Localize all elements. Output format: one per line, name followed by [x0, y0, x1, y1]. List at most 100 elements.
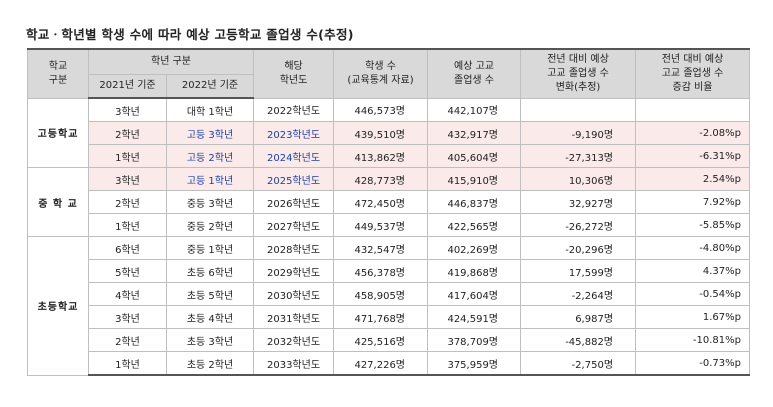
- rate-cell: -4.80%p: [635, 236, 751, 260]
- table-row: 4학년 초등 5학년 2030학년도 458,905명 417,604명 -2,264명 -…: [28, 282, 751, 306]
- grads-cell: 378,709명: [427, 328, 522, 352]
- table-row: 1학년 고등 2학년 2024학년도 413,862명 405,604명 -27,313명…: [28, 144, 751, 168]
- header-rate: 전년 대비 예상 고교 졸업생 수 증감 비율: [635, 48, 751, 99]
- school-year-cell: 2031학년도: [253, 305, 335, 329]
- school-year-cell: 2026학년도: [253, 190, 335, 214]
- rate-cell: -6.31%p: [635, 144, 751, 168]
- change-cell: -20,296명: [520, 236, 637, 260]
- grade-2022-cell: 초등 2학년: [165, 351, 255, 376]
- grade-2021-cell: 1학년: [88, 351, 167, 376]
- grads-cell: 402,269명: [427, 236, 522, 260]
- school-year-cell: 2032학년도: [253, 328, 335, 352]
- table-row: 5학년 초등 6학년 2029학년도 456,378명 419,868명 17,599명 4…: [28, 259, 751, 283]
- table-row: 초등학교 6학년 중등 1학년 2028학년도 432,547명 402,269명 -20,…: [27, 236, 751, 376]
- grade-2021-cell: 2학년: [88, 328, 167, 352]
- table-header: 학교 구분 학년 구분 해당 학년도 학생 수 (교육통계 자료) 예상 고교 졸업생 …: [27, 48, 751, 99]
- table-row: 3학년 초등 4학년 2031학년도 471,768명 424,591명 6,987명 1.…: [28, 305, 751, 329]
- change-cell: -2,264명: [520, 282, 637, 306]
- students-cell: 472,450명: [333, 190, 429, 214]
- header-change: 전년 대비 예상 고교 졸업생 수 변화(추정): [520, 48, 637, 99]
- change-cell: 10,306명: [520, 167, 637, 191]
- rate-cell: 1.67%p: [635, 305, 751, 329]
- grads-cell: 446,837명: [427, 190, 522, 214]
- header-grade-group: 학년 구분: [87, 48, 255, 75]
- students-cell: 471,768명: [333, 305, 429, 329]
- grade-2022-cell: 고등 1학년: [165, 167, 255, 191]
- page-title: 학교ㆍ학년별 학생 수에 따라 예상 고등학교 졸업생 수(추정): [26, 27, 354, 42]
- table-row: 1학년 초등 2학년 2033학년도 427,226명 375,959명 -2,750명 -…: [28, 351, 751, 376]
- rate-cell: -10.81%p: [635, 328, 751, 352]
- rate-cell: -5.85%p: [635, 213, 751, 237]
- school-year-cell: 2030학년도: [253, 282, 335, 306]
- students-cell: 449,537명: [333, 213, 429, 237]
- rate-cell: -0.73%p: [635, 351, 751, 376]
- school-year-cell: 2024학년도: [253, 144, 335, 168]
- graduates-table: 학교 구분 학년 구분 해당 학년도 학생 수 (교육통계 자료) 예상 고교 졸업생 …: [27, 48, 751, 376]
- school-year-cell: 2028학년도: [253, 236, 335, 260]
- grade-2022-cell: 초등 6학년: [165, 259, 255, 283]
- students-cell: 428,773명: [333, 167, 429, 191]
- change-cell: -2,750명: [520, 351, 637, 376]
- grade-2022-cell: 중등 3학년: [165, 190, 255, 214]
- grads-cell: 432,917명: [427, 121, 522, 145]
- change-cell: 32,927명: [520, 190, 637, 214]
- table-row: 2학년 초등 3학년 2032학년도 425,516명 378,709명 -45,882명…: [28, 328, 751, 352]
- table-row: 2학년 중등 3학년 2026학년도 472,450명 446,837명 32,927명 7…: [28, 190, 751, 214]
- school-year-cell: 2022학년도: [253, 97, 335, 122]
- grads-cell: 422,565명: [427, 213, 522, 237]
- grade-2022-cell: 초등 4학년: [165, 305, 255, 329]
- school-year-cell: 2023학년도: [253, 121, 335, 145]
- students-cell: 446,573명: [333, 97, 429, 122]
- students-cell: 427,226명: [333, 351, 429, 376]
- rate-cell: 7.92%p: [635, 190, 751, 214]
- grads-cell: 442,107명: [427, 97, 522, 122]
- students-cell: 458,905명: [333, 282, 429, 306]
- grade-2021-cell: 2학년: [88, 121, 167, 145]
- students-cell: 439,510명: [333, 121, 429, 145]
- grade-2022-cell: 중등 1학년: [165, 236, 255, 260]
- grade-2022-cell: 고등 2학년: [165, 144, 255, 168]
- grads-cell: 415,910명: [427, 167, 522, 191]
- rate-cell: [635, 97, 751, 122]
- header-year: 해당 학년도: [253, 48, 335, 99]
- rate-cell: 2.54%p: [635, 167, 751, 191]
- students-cell: 425,516명: [333, 328, 429, 352]
- table-body: 고등학교 3학년 대학 1학년 2022학년도 446,573명 442,107명 2학년 고…: [27, 97, 751, 376]
- students-cell: 413,862명: [333, 144, 429, 168]
- grade-2021-cell: 3학년: [88, 97, 167, 122]
- grade-2022-cell: 중등 2학년: [165, 213, 255, 237]
- grade-2022-cell: 대학 1학년: [165, 97, 255, 122]
- grade-2022-cell: 초등 5학년: [165, 282, 255, 306]
- change-cell: 6,987명: [520, 305, 637, 329]
- change-cell: 17,599명: [520, 259, 637, 283]
- change-cell: -27,313명: [520, 144, 637, 168]
- grade-2021-cell: 1학년: [88, 213, 167, 237]
- grade-2021-cell: 3학년: [88, 305, 167, 329]
- header-grade-2021: 2021년 기준: [88, 74, 167, 99]
- rate-cell: 4.37%p: [635, 259, 751, 283]
- grade-2021-cell: 6학년: [88, 236, 167, 260]
- change-cell: -26,272명: [520, 213, 637, 237]
- grade-2022-cell: 초등 3학년: [165, 328, 255, 352]
- grade-2021-cell: 1학년: [88, 144, 167, 168]
- table-row: 2학년 고등 3학년 2023학년도 439,510명 432,917명 -9,190명 -…: [28, 121, 751, 145]
- school-year-cell: 2025학년도: [253, 167, 335, 191]
- grade-2022-cell: 고등 3학년: [165, 121, 255, 145]
- school-year-cell: 2029학년도: [253, 259, 335, 283]
- students-cell: 456,378명: [333, 259, 429, 283]
- change-cell: [520, 97, 637, 122]
- table-row: 고등학교 3학년 대학 1학년 2022학년도 446,573명 442,107명: [27, 97, 751, 168]
- grads-cell: 375,959명: [427, 351, 522, 376]
- header-students: 학생 수 (교육통계 자료): [333, 48, 429, 99]
- grade-2021-cell: 4학년: [88, 282, 167, 306]
- grads-cell: 424,591명: [427, 305, 522, 329]
- school-type-cell: 초등학교: [27, 236, 89, 376]
- change-cell: -45,882명: [520, 328, 637, 352]
- grade-2021-cell: 2학년: [88, 190, 167, 214]
- table-row: 중 학 교 3학년 고등 1학년 2025학년도 428,773명 415,910명 10,…: [27, 167, 751, 237]
- students-cell: 432,547명: [333, 236, 429, 260]
- grade-2021-cell: 3학년: [88, 167, 167, 191]
- rate-cell: -2.08%p: [635, 121, 751, 145]
- grads-cell: 417,604명: [427, 282, 522, 306]
- change-cell: -9,190명: [520, 121, 637, 145]
